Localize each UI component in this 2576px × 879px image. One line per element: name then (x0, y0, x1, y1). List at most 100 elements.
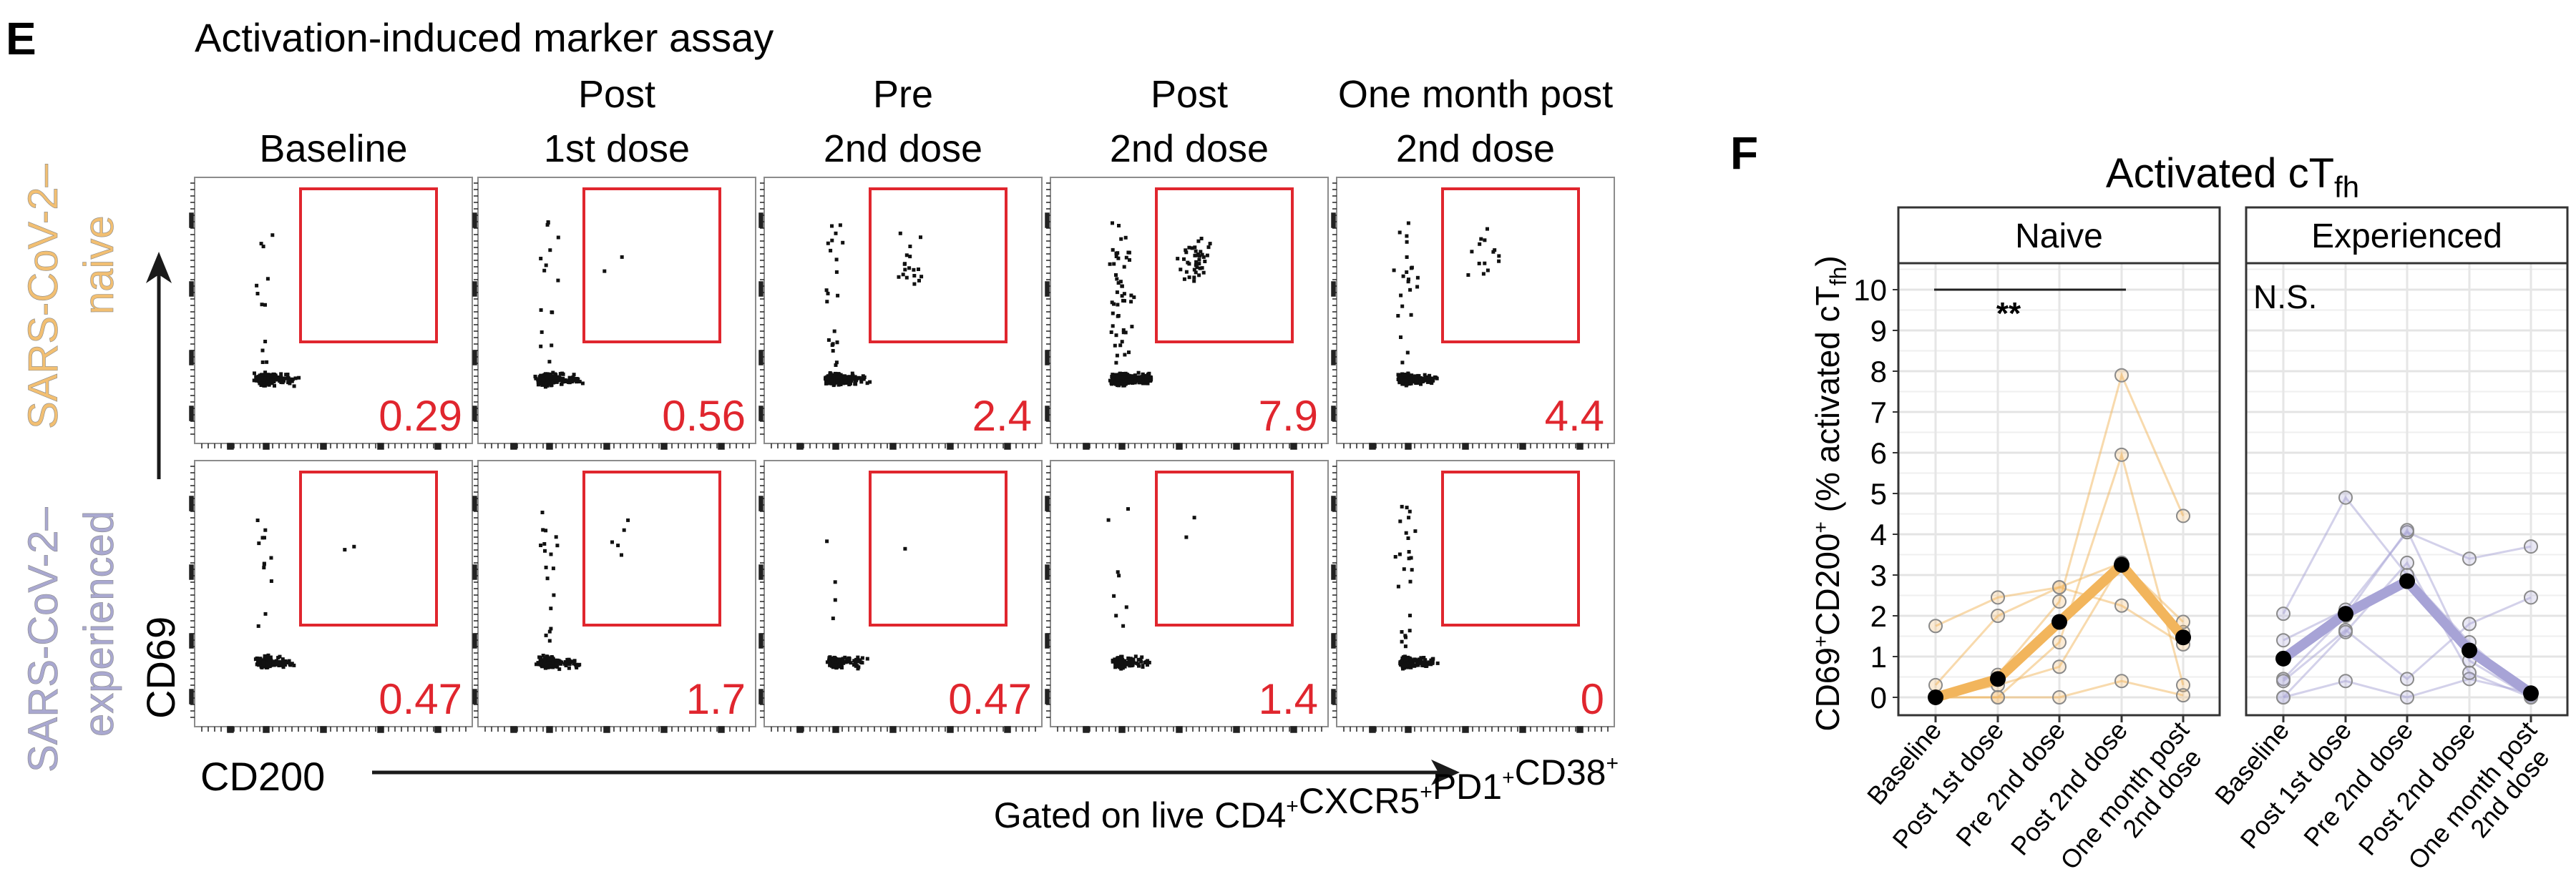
event-dot (1108, 262, 1112, 266)
activation-gate (299, 471, 438, 627)
event-dot (830, 224, 834, 228)
event-dot (1118, 657, 1123, 661)
event-dot (1117, 574, 1121, 578)
y-major-tick (189, 406, 194, 421)
event-dot (1112, 262, 1116, 266)
flow-plot-frame (477, 177, 756, 444)
event-dot (540, 330, 544, 334)
event-dot (833, 580, 837, 584)
event-dot (1406, 665, 1410, 669)
event-dot (840, 659, 844, 663)
ylabel-sub: fh (1825, 267, 1851, 286)
event-dot (1199, 237, 1204, 240)
event-dot (1184, 535, 1189, 539)
event-dot (1129, 293, 1133, 298)
event-dot (545, 576, 550, 581)
event-dot (1430, 661, 1434, 665)
event-dot (856, 667, 860, 671)
event-dot (1198, 254, 1202, 258)
event-dot (1111, 380, 1115, 385)
event-dot (1116, 383, 1120, 388)
event-dot (829, 248, 833, 252)
event-dot (262, 561, 266, 566)
x-major-tick (1576, 726, 1584, 733)
event-dot (545, 222, 550, 227)
event-dot (1478, 242, 1482, 246)
event-dot (1424, 378, 1428, 382)
event-dot (1140, 655, 1144, 659)
x-major-tick (1233, 443, 1240, 450)
event-dot (1116, 656, 1121, 660)
event-dot (260, 536, 265, 540)
event-dot (903, 546, 907, 551)
activation-gate (1155, 471, 1294, 627)
row-label-line1: SARS-CoV-2– (20, 507, 67, 772)
y-major-tick (472, 564, 477, 580)
flow-plot-ticks (189, 182, 467, 450)
event-dot (850, 371, 854, 375)
individual-point (2400, 672, 2414, 687)
panel-e-letter: E (6, 13, 36, 64)
event-dot (572, 662, 576, 666)
event-dot (912, 274, 917, 278)
event-dot (575, 380, 579, 384)
event-dot (616, 544, 620, 548)
x-major-tick (377, 443, 384, 450)
y-major-tick (189, 212, 194, 228)
event-dot (1198, 266, 1202, 270)
event-dot (265, 380, 270, 384)
event-dot (1406, 280, 1410, 284)
event-dot (836, 383, 841, 387)
x-major-tick (947, 443, 954, 450)
event-dot (539, 544, 543, 547)
row-label-line2: experienced (76, 511, 122, 737)
event-dot (844, 660, 848, 664)
event-dot (271, 372, 275, 376)
event-dot (544, 263, 548, 267)
y-major-tick (1331, 350, 1336, 365)
flow-plot: 4.4 (1331, 177, 1615, 450)
x-major-tick (510, 726, 517, 733)
event-dot (292, 384, 296, 388)
event-dot (545, 654, 549, 659)
x-major-tick (546, 726, 553, 733)
y-major-tick (189, 689, 194, 704)
event-dot (831, 659, 835, 664)
event-dot (827, 378, 831, 382)
column-header-line2: Baseline (259, 127, 407, 170)
event-dot (1409, 658, 1413, 662)
flow-plot-ticks (1045, 182, 1322, 450)
significance-label: N.S. (2253, 278, 2317, 315)
event-dot (849, 661, 853, 665)
event-dot (835, 379, 839, 383)
event-dot (263, 528, 268, 532)
event-dot (551, 665, 555, 669)
y-major-tick (758, 406, 763, 421)
event-dot (1137, 664, 1141, 668)
event-dot (834, 371, 838, 375)
event-dot (825, 375, 829, 379)
event-dot (1114, 614, 1118, 618)
event-dot (352, 544, 356, 549)
event-dot (262, 380, 266, 384)
y-major-tick (758, 689, 763, 704)
event-dot (1130, 325, 1134, 329)
individual-point (2462, 665, 2477, 680)
event-dot (286, 376, 291, 380)
event-dot (1126, 656, 1131, 660)
event-dot (1405, 240, 1409, 244)
event-dot (534, 376, 538, 380)
y-tick-label: 5 (1870, 477, 1887, 511)
event-dot (570, 659, 575, 664)
event-dot (538, 657, 542, 661)
event-dot (1144, 378, 1148, 382)
event-dot (853, 382, 857, 386)
event-dot (1131, 374, 1135, 378)
column-header-line2: 2nd dose (824, 127, 982, 170)
significance-label: ** (1996, 296, 2021, 331)
flow-plot-frame (1336, 460, 1615, 727)
event-dot (1399, 293, 1403, 298)
event-dot (908, 255, 912, 259)
event-dot (1407, 509, 1412, 514)
event-dot (262, 663, 266, 667)
